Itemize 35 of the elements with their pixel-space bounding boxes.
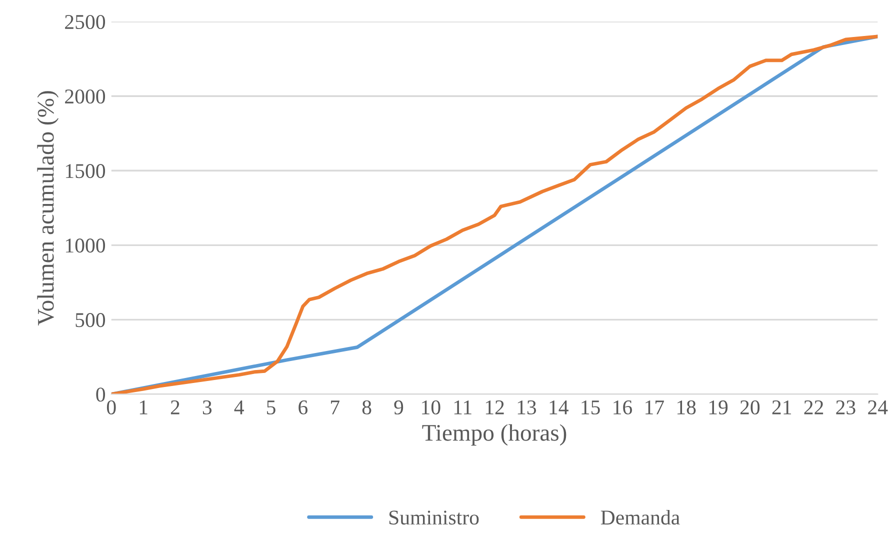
x-tick-label: 1 (140, 400, 148, 414)
x-tick-label: 17 (646, 400, 664, 414)
x-tick-label: 7 (331, 400, 340, 414)
x-tick-label: 23 (836, 400, 856, 414)
y-tick-label: 0 (96, 388, 106, 402)
x-tick-label: 4 (234, 400, 244, 414)
x-tick-label: 6 (298, 400, 308, 414)
x-tick-label: 20 (740, 400, 760, 414)
x-tick-label: 15 (582, 400, 600, 414)
y-tick-label: 2500 (65, 14, 106, 30)
x-tick-label: 14 (550, 400, 568, 414)
y-tick-label: 500 (76, 313, 106, 328)
y-tick-label: 2000 (65, 89, 106, 104)
x-tick-label: 9 (394, 400, 404, 414)
x-tick-label: 8 (362, 400, 372, 414)
x-tick-label: 2 (170, 400, 180, 414)
x-axis-title: Tiempo (horas) (422, 424, 566, 446)
x-tick-label: 24 (868, 400, 888, 414)
x-tick-label: 21 (772, 400, 792, 414)
x-tick-label: 10 (422, 400, 440, 414)
x-tick-label: 12 (486, 400, 504, 414)
y-axis-title: Volumen acumulado (%) (37, 91, 59, 326)
x-tick-label: 22 (804, 400, 824, 414)
x-tick-label: 18 (677, 400, 696, 414)
y-tick-label: 1000 (66, 238, 106, 253)
x-tick-label: 16 (614, 400, 632, 414)
x-tick-label: 5 (267, 400, 276, 414)
legend-label: Demanda (600, 510, 680, 525)
y-tick-label: 1500 (66, 164, 106, 178)
legend-label: Suministro (389, 510, 479, 525)
x-tick-label: 3 (202, 400, 212, 414)
x-tick-label: 11 (454, 400, 472, 414)
x-tick-label: 0 (106, 400, 116, 414)
x-tick-label: 13 (518, 400, 536, 414)
x-tick-label: 19 (709, 400, 728, 414)
